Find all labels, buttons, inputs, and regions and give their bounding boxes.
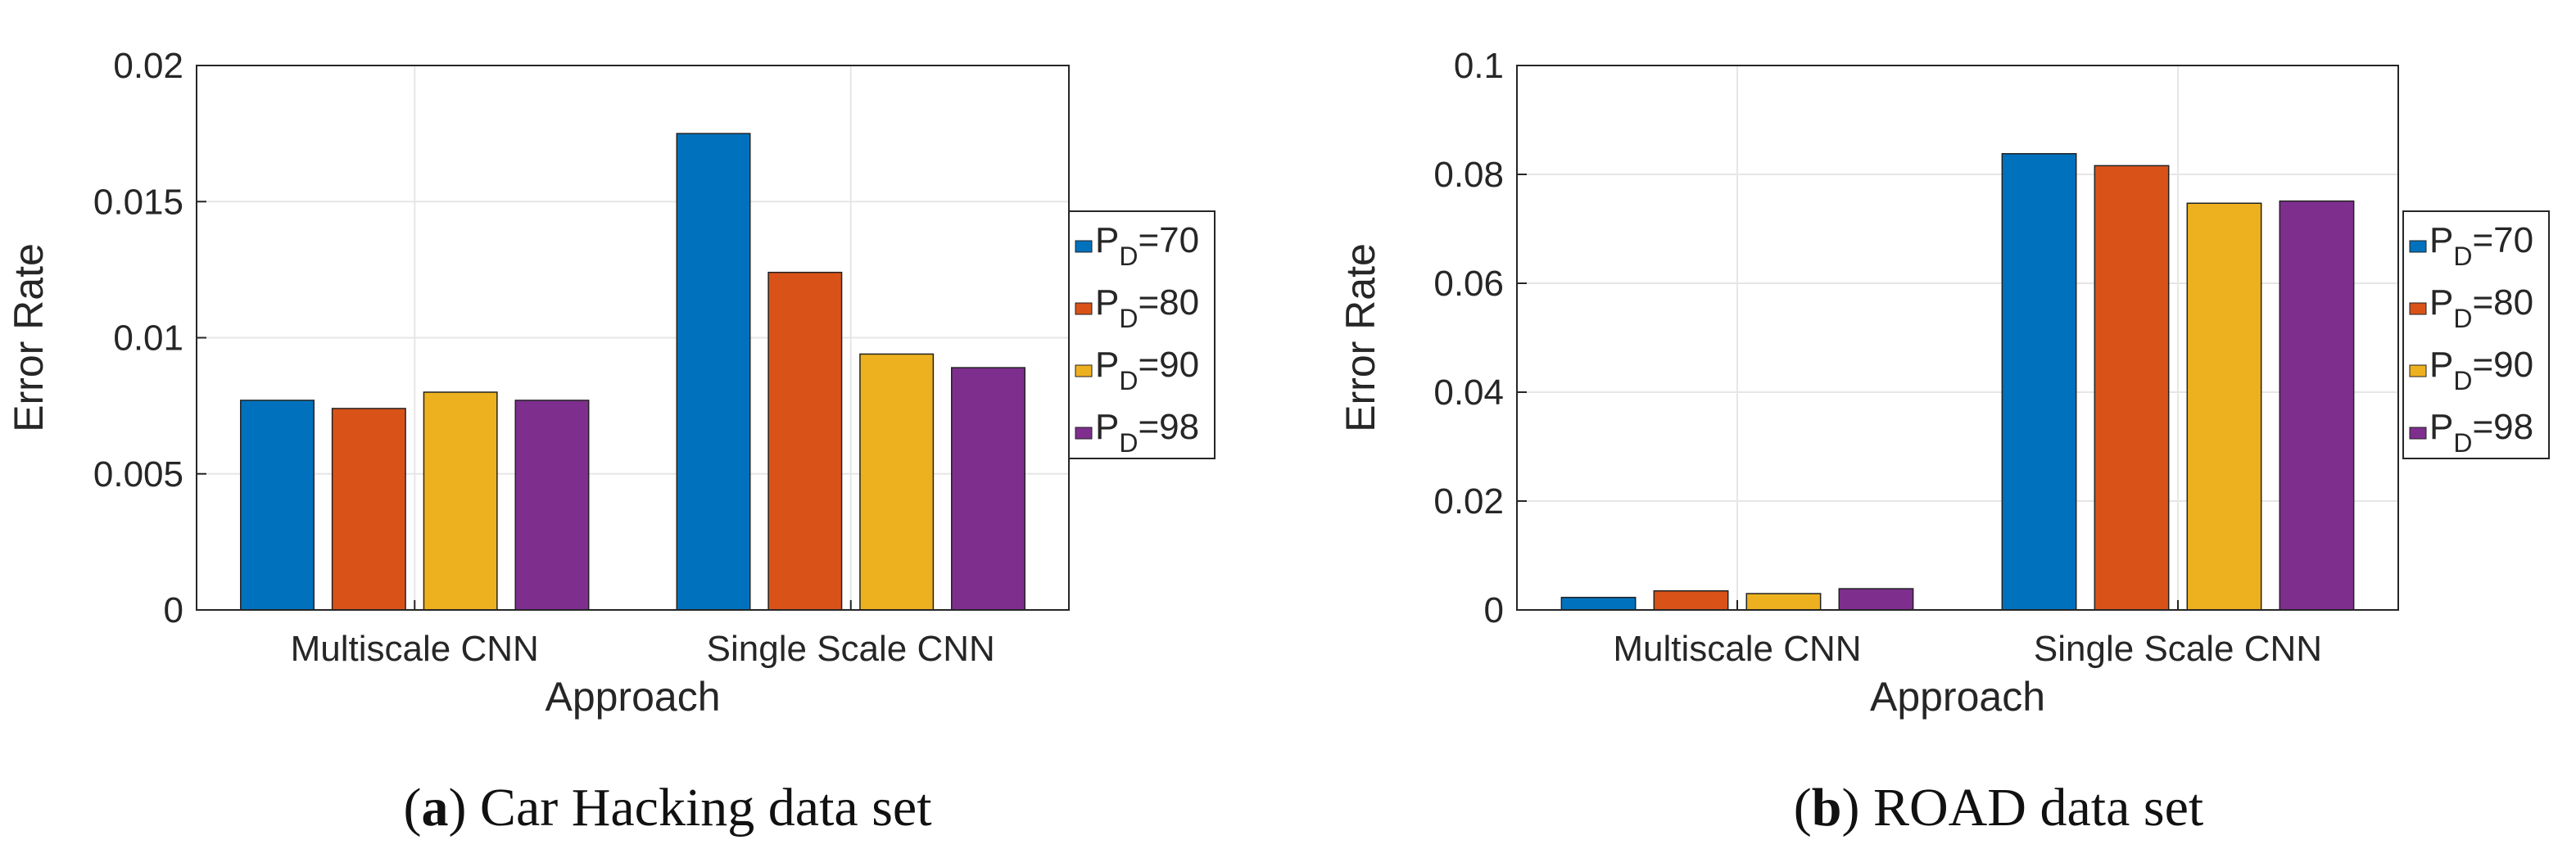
- legend-swatch: [2409, 240, 2427, 253]
- bar: [676, 133, 751, 611]
- bar: [1560, 596, 1637, 611]
- x-tick-label: Multiscale CNN: [1613, 629, 1861, 669]
- legend-label-sub: D: [2453, 366, 2472, 395]
- legend-entry: PD=70: [1095, 220, 1199, 271]
- chart-a: 0 0.005 0.01 0.015 0.02 Multiscale CNN Single …: [6, 46, 1216, 838]
- caption-paren-open: (: [1794, 778, 1812, 838]
- legend-label-rest: =98: [1138, 407, 1199, 447]
- legend-label-main: P: [2429, 407, 2453, 447]
- legend-entry: PD=90: [2429, 345, 2533, 395]
- legend-entry: PD=70: [2429, 220, 2533, 271]
- caption: (a) Car Hacking data set: [403, 778, 931, 838]
- y-tick-label: 0.005: [93, 454, 183, 494]
- caption-paren-open: (: [403, 778, 421, 838]
- bar: [1653, 589, 1729, 611]
- bar: [951, 367, 1025, 611]
- y-tick-label: 0.02: [1433, 481, 1504, 522]
- plot-area: [1517, 65, 2398, 610]
- legend-label-rest: =90: [2472, 345, 2533, 385]
- legend-label-main: P: [2429, 345, 2453, 385]
- bar: [2186, 202, 2262, 611]
- legend-label-main: P: [1095, 407, 1119, 447]
- x-axis-label: Approach: [545, 674, 720, 720]
- legend-label-rest: =80: [1138, 282, 1199, 323]
- bar: [859, 353, 935, 611]
- x-tick-label: Single Scale CNN: [707, 629, 995, 669]
- caption-letter: a: [421, 778, 448, 838]
- chart-b: 0 0.02 0.04 0.06 0.08 0.1 Multiscale CNN Single…: [1338, 46, 2550, 838]
- legend-label-rest: =80: [2472, 282, 2533, 323]
- legend-label-main: P: [2429, 220, 2453, 260]
- legend-entry: PD=80: [1095, 282, 1199, 333]
- y-tick-label: 0.08: [1433, 155, 1504, 195]
- bar: [240, 400, 315, 611]
- legend-label-main: P: [1095, 220, 1119, 260]
- legend-swatch: [2409, 302, 2427, 315]
- legend-swatch: [1075, 427, 1093, 440]
- y-tick-label: 0.015: [93, 182, 183, 222]
- y-tick-label: 0.02: [113, 46, 183, 86]
- bar: [514, 400, 590, 611]
- y-tick-label: 0: [164, 590, 183, 630]
- y-tick-label: 0.1: [1454, 46, 1504, 86]
- legend-swatch: [2409, 427, 2427, 440]
- legend-label-sub: D: [2453, 304, 2472, 333]
- bar: [2279, 200, 2355, 611]
- y-tick-label: 0.06: [1433, 264, 1504, 304]
- caption: (b) ROAD data set: [1794, 778, 2203, 838]
- legend-entry: PD=98: [2429, 407, 2533, 458]
- legend-label-main: P: [1095, 345, 1119, 385]
- legend-swatch: [1075, 364, 1093, 377]
- bar: [423, 391, 498, 611]
- bar: [1745, 593, 1822, 611]
- legend-label-sub: D: [2453, 242, 2472, 271]
- legend-label-sub: D: [1119, 242, 1138, 271]
- legend-swatch: [1075, 302, 1093, 315]
- legend-box: [1068, 210, 1216, 459]
- bar: [767, 271, 843, 611]
- legend-label-sub: D: [1119, 366, 1138, 395]
- bar: [1838, 588, 1914, 611]
- legend-swatch: [1075, 240, 1093, 253]
- legend-label-main: P: [2429, 282, 2453, 323]
- y-axis-label: Error Rate: [1338, 243, 1383, 432]
- caption-letter: b: [1812, 778, 1842, 838]
- caption-text: ROAD data set: [1873, 778, 2203, 838]
- legend-label-rest: =70: [1138, 220, 1199, 260]
- x-tick-label: Single Scale CNN: [2034, 629, 2322, 669]
- caption-paren-close: ): [448, 778, 479, 838]
- x-tick-label: Multiscale CNN: [291, 629, 539, 669]
- legend-label-rest: =90: [1138, 345, 1199, 385]
- caption-text: Car Hacking data set: [480, 778, 932, 838]
- legend-entry: PD=80: [2429, 282, 2533, 333]
- legend-label-sub: D: [1119, 304, 1138, 333]
- bar: [331, 408, 406, 611]
- legend-label-main: P: [1095, 282, 1119, 323]
- legend-label-rest: =70: [2472, 220, 2533, 260]
- legend-swatch: [2409, 364, 2427, 377]
- axes-box: [1516, 65, 2399, 611]
- y-axis-label: Error Rate: [6, 243, 52, 432]
- legend-entry: PD=98: [1095, 407, 1199, 458]
- y-tick-label: 0.04: [1433, 373, 1504, 413]
- x-axis-label: Approach: [1870, 674, 2045, 720]
- legend-box: [2402, 210, 2550, 459]
- caption-paren-close: ): [1841, 778, 1872, 838]
- y-tick-label: 0.01: [113, 318, 183, 359]
- bar: [2001, 152, 2077, 611]
- legend-label-rest: =98: [2472, 407, 2533, 447]
- y-tick-label: 0: [1484, 590, 1504, 630]
- bar: [2094, 165, 2170, 611]
- legend-label-sub: D: [2453, 428, 2472, 458]
- legend-entry: PD=90: [1095, 345, 1199, 395]
- legend-label-sub: D: [1119, 428, 1138, 458]
